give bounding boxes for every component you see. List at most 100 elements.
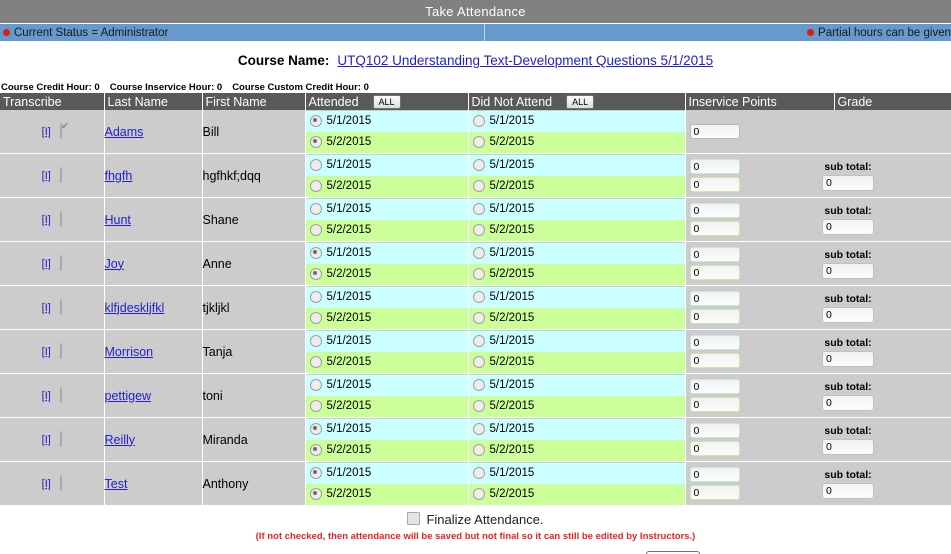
inservice-points-input[interactable] bbox=[689, 247, 740, 262]
transcribe-checkbox[interactable] bbox=[59, 166, 62, 183]
transcribe-info-link[interactable]: [I] bbox=[41, 214, 51, 227]
did-not-attend-date-row[interactable]: 5/2/2015 bbox=[468, 395, 685, 417]
inservice-points-input[interactable] bbox=[689, 291, 740, 306]
transcribe-checkbox[interactable] bbox=[59, 430, 62, 447]
subtotal-input[interactable] bbox=[822, 438, 874, 455]
attended-radio[interactable] bbox=[309, 356, 322, 368]
did-not-attend-radio[interactable] bbox=[472, 312, 485, 324]
did-not-attend-radio[interactable] bbox=[472, 115, 485, 127]
submit-button[interactable]: Submit bbox=[645, 551, 700, 554]
transcribe-info-link[interactable]: [I] bbox=[41, 434, 51, 447]
attended-date-row[interactable]: 5/1/2015 bbox=[305, 242, 468, 264]
inservice-points-input[interactable] bbox=[689, 441, 740, 456]
attended-radio[interactable] bbox=[309, 467, 322, 479]
student-name-link[interactable]: Morrison bbox=[104, 344, 154, 359]
inservice-points-input[interactable] bbox=[689, 379, 740, 394]
did-not-attend-radio[interactable] bbox=[472, 488, 485, 500]
attended-date-row[interactable]: 5/2/2015 bbox=[305, 483, 468, 505]
did-not-attend-date-row[interactable]: 5/1/2015 bbox=[468, 242, 685, 264]
did-not-attend-date-row[interactable]: 5/2/2015 bbox=[468, 439, 685, 461]
did-not-attend-radio[interactable] bbox=[472, 444, 485, 456]
did-not-attend-radio[interactable] bbox=[472, 356, 485, 368]
did-not-attend-radio[interactable] bbox=[472, 159, 485, 171]
did-not-attend-radio[interactable] bbox=[472, 180, 485, 192]
subtotal-input[interactable] bbox=[822, 306, 874, 323]
did-not-attend-date-row[interactable]: 5/2/2015 bbox=[468, 263, 685, 285]
attended-radio[interactable] bbox=[309, 159, 322, 171]
attended-date-row[interactable]: 5/2/2015 bbox=[305, 175, 468, 197]
finalize-attendance-checkbox[interactable] bbox=[407, 512, 421, 525]
transcribe-checkbox[interactable] bbox=[59, 474, 62, 491]
did-not-attend-radio[interactable] bbox=[472, 467, 485, 479]
subtotal-input[interactable] bbox=[822, 218, 874, 235]
did-not-attend-date-row[interactable]: 5/1/2015 bbox=[468, 462, 685, 484]
attended-all-button[interactable]: ALL bbox=[372, 94, 401, 109]
subtotal-input[interactable] bbox=[822, 482, 874, 499]
attended-radio[interactable] bbox=[309, 312, 322, 324]
inservice-points-input[interactable] bbox=[689, 177, 740, 192]
did-not-attend-radio[interactable] bbox=[472, 203, 485, 215]
course-name-link[interactable]: UTQ102 Understanding Text-Development Qu… bbox=[337, 53, 714, 68]
student-name-link[interactable]: klfjdeskljfkl bbox=[104, 300, 165, 315]
transcribe-checkbox[interactable] bbox=[59, 210, 62, 227]
did-not-attend-radio[interactable] bbox=[472, 379, 485, 391]
did-not-attend-date-row[interactable]: 5/2/2015 bbox=[468, 483, 685, 505]
did-not-attend-date-row[interactable]: 5/1/2015 bbox=[468, 154, 685, 176]
attended-radio[interactable] bbox=[309, 400, 322, 412]
student-name-link[interactable]: Adams bbox=[104, 124, 144, 139]
student-name-link[interactable]: Hunt bbox=[104, 212, 131, 227]
transcribe-info-link[interactable]: [I] bbox=[41, 258, 51, 271]
attended-date-row[interactable]: 5/2/2015 bbox=[305, 219, 468, 241]
attended-radio[interactable] bbox=[309, 423, 322, 435]
attended-date-row[interactable]: 5/2/2015 bbox=[305, 395, 468, 417]
attended-date-row[interactable]: 5/1/2015 bbox=[305, 462, 468, 484]
inservice-points-input[interactable] bbox=[689, 485, 740, 500]
student-name-link[interactable]: fhgfh bbox=[104, 168, 133, 183]
attended-radio[interactable] bbox=[309, 203, 322, 215]
transcribe-info-link[interactable]: [I] bbox=[41, 302, 51, 315]
did-not-attend-radio[interactable] bbox=[472, 268, 485, 280]
attended-radio[interactable] bbox=[309, 180, 322, 192]
attended-date-row[interactable]: 5/1/2015 bbox=[305, 374, 468, 396]
subtotal-input[interactable] bbox=[822, 174, 874, 191]
inservice-points-input[interactable] bbox=[689, 397, 740, 412]
attended-date-row[interactable]: 5/1/2015 bbox=[305, 198, 468, 220]
transcribe-checkbox[interactable] bbox=[59, 122, 62, 139]
attended-date-row[interactable]: 5/2/2015 bbox=[305, 307, 468, 329]
attended-date-row[interactable]: 5/1/2015 bbox=[305, 286, 468, 308]
transcribe-checkbox[interactable] bbox=[59, 386, 62, 403]
subtotal-input[interactable] bbox=[822, 350, 874, 367]
attended-date-row[interactable]: 5/2/2015 bbox=[305, 439, 468, 461]
transcribe-info-link[interactable]: [I] bbox=[41, 170, 51, 183]
did-not-attend-radio[interactable] bbox=[472, 247, 485, 259]
attended-radio[interactable] bbox=[309, 444, 322, 456]
inservice-points-input[interactable] bbox=[689, 309, 740, 324]
attended-date-row[interactable]: 5/2/2015 bbox=[305, 263, 468, 285]
did-not-attend-date-row[interactable]: 5/1/2015 bbox=[468, 330, 685, 352]
transcribe-checkbox[interactable] bbox=[59, 298, 62, 315]
inservice-points-input[interactable] bbox=[689, 335, 740, 350]
attended-date-row[interactable]: 5/2/2015 bbox=[305, 351, 468, 373]
inservice-points-input[interactable] bbox=[689, 353, 740, 368]
student-name-link[interactable]: Joy bbox=[104, 256, 124, 271]
attended-radio[interactable] bbox=[309, 379, 322, 391]
attended-date-row[interactable]: 5/1/2015 bbox=[305, 330, 468, 352]
inservice-points-input[interactable] bbox=[689, 265, 740, 280]
did-not-attend-radio[interactable] bbox=[472, 291, 485, 303]
did-not-attend-radio[interactable] bbox=[472, 335, 485, 347]
transcribe-info-link[interactable]: [I] bbox=[41, 478, 51, 491]
did-not-attend-date-row[interactable]: 5/2/2015 bbox=[468, 219, 685, 241]
attended-radio[interactable] bbox=[309, 335, 322, 347]
attended-radio[interactable] bbox=[309, 488, 322, 500]
did-not-attend-date-row[interactable]: 5/1/2015 bbox=[468, 374, 685, 396]
subtotal-input[interactable] bbox=[822, 262, 874, 279]
did-not-attend-date-row[interactable]: 5/2/2015 bbox=[468, 175, 685, 197]
student-name-link[interactable]: Test bbox=[104, 476, 128, 491]
did-not-attend-radio[interactable] bbox=[472, 224, 485, 236]
attended-radio[interactable] bbox=[309, 247, 322, 259]
transcribe-info-link[interactable]: [I] bbox=[41, 346, 51, 359]
did-not-attend-date-row[interactable]: 5/1/2015 bbox=[468, 286, 685, 308]
attended-radio[interactable] bbox=[309, 268, 322, 280]
did-not-attend-all-button[interactable]: ALL bbox=[566, 94, 595, 109]
attended-radio[interactable] bbox=[309, 291, 322, 303]
